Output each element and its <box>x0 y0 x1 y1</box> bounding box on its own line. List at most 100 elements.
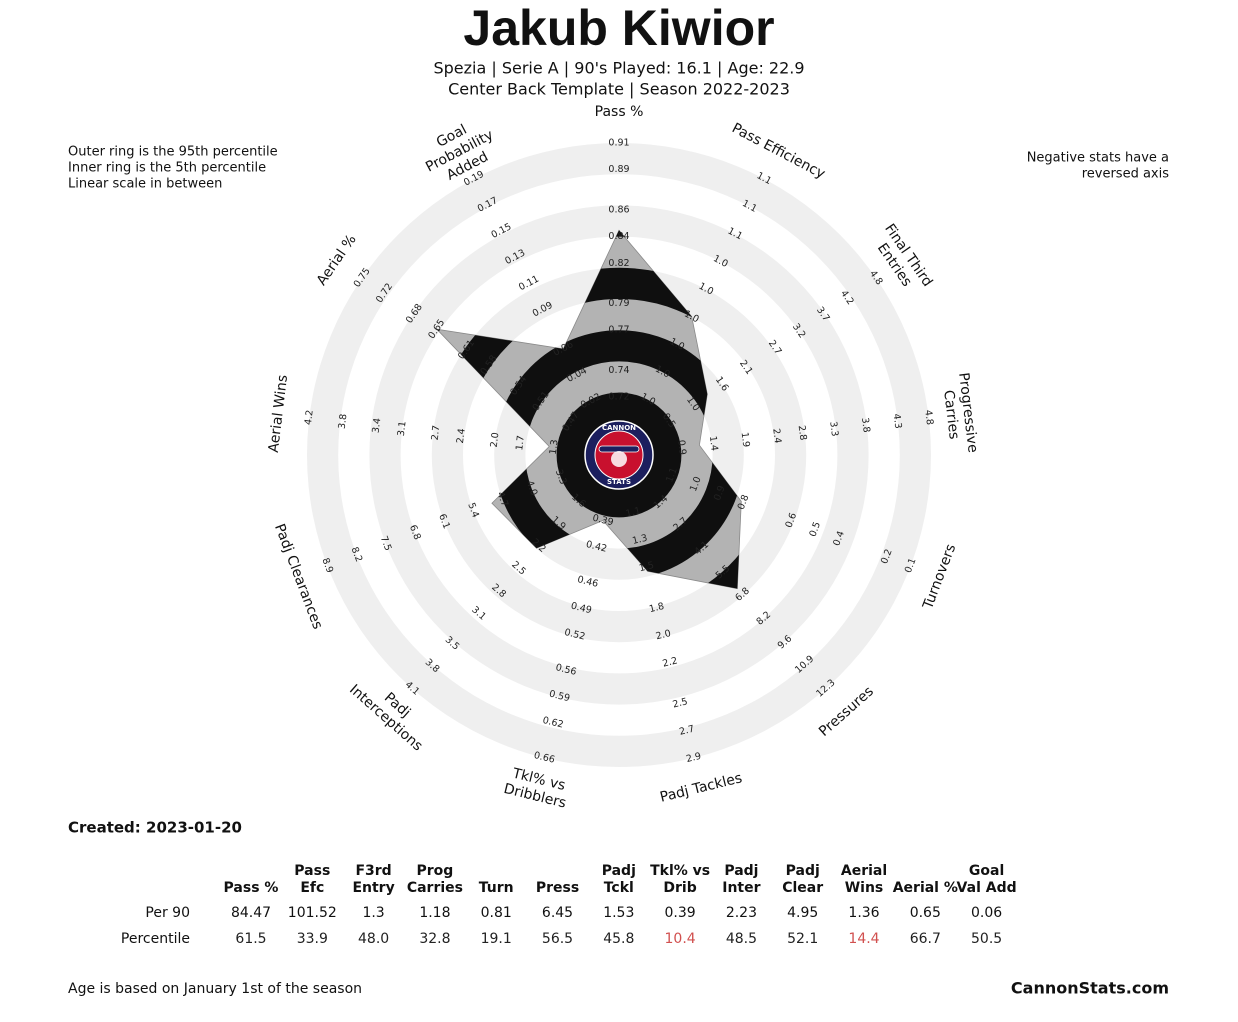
cell: 50.5 <box>971 931 1002 947</box>
tick-label: 4.7 <box>494 490 510 508</box>
axis-label: Padj Clearances <box>271 522 325 632</box>
column-header: Entry <box>352 880 394 896</box>
column-header: Clear <box>782 880 823 896</box>
tick-label: 6.8 <box>407 523 423 541</box>
radar-band <box>556 392 682 518</box>
axis-label: Carries <box>940 389 962 440</box>
title: Jakub Kiwior <box>463 0 774 56</box>
logo <box>611 451 627 467</box>
column-header: Tckl <box>604 880 634 896</box>
note: Outer ring is the 95th percentile <box>68 145 278 160</box>
row-label: Per 90 <box>145 905 190 921</box>
footer: CannonStats.com <box>1011 979 1169 998</box>
cell: 1.18 <box>419 905 450 921</box>
cell: 33.9 <box>297 931 328 947</box>
tick-label: 5.4 <box>465 501 481 519</box>
column-header: Carries <box>407 880 463 896</box>
cell: 45.8 <box>603 931 634 947</box>
axis-label: Turnovers <box>920 542 960 612</box>
tick-label: 0.49 <box>570 601 593 617</box>
tick-label: 3.1 <box>396 421 409 437</box>
cell: 10.4 <box>665 931 696 947</box>
logo-text: CANNON <box>602 424 636 432</box>
axis-label: Pass % <box>595 104 644 120</box>
cell: 0.39 <box>665 905 696 921</box>
column-header: Turn <box>479 880 514 896</box>
tick-label: 0.72 <box>608 392 629 403</box>
tick-label: 2.9 <box>685 751 702 765</box>
tick-label: 0.9 <box>712 484 728 502</box>
cell: 52.1 <box>787 931 818 947</box>
tick-label: 1.1 <box>664 466 680 484</box>
column-header: Drib <box>663 880 696 896</box>
tick-label: 3.8 <box>337 413 350 429</box>
cell: 6.45 <box>542 905 573 921</box>
subtitle: Center Back Template | Season 2022-2023 <box>448 80 790 99</box>
tick-label: 2.2 <box>661 655 678 669</box>
cell: 56.5 <box>542 931 573 947</box>
tick-label: 2.8 <box>796 425 809 441</box>
column-header: Padj <box>602 863 636 879</box>
subtitle: Spezia | Serie A | 90's Played: 16.1 | A… <box>433 59 804 78</box>
tick-label: 4.0 <box>524 479 540 497</box>
tick-label: 4.3 <box>891 413 904 429</box>
column-header: Wins <box>845 880 884 896</box>
tick-label: 2.0 <box>655 628 672 642</box>
note: Linear scale in between <box>68 177 222 192</box>
tick-label: 1.3 <box>548 439 561 455</box>
logo-text: STATS <box>607 478 631 486</box>
tick-label: 1.1 <box>625 505 642 519</box>
column-header: Pass <box>294 863 330 879</box>
tick-label: 0.79 <box>608 298 629 309</box>
column-header: Aerial <box>841 863 887 879</box>
cell: 4.95 <box>787 905 818 921</box>
tick-label: 0.74 <box>608 365 629 376</box>
cell: 0.81 <box>481 905 512 921</box>
tick-label: 4.2 <box>303 409 316 425</box>
column-header: Pass % <box>224 880 279 896</box>
cell: 66.7 <box>910 931 941 947</box>
column-header: Prog <box>416 863 453 879</box>
column-header: Padj <box>724 863 758 879</box>
note: Inner ring is the 5th percentile <box>68 161 266 176</box>
cell: 2.23 <box>726 905 757 921</box>
tick-label: 3.4 <box>371 417 384 433</box>
tick-label: 1.9 <box>739 432 752 448</box>
tick-label: 0.52 <box>563 627 586 643</box>
cell: 0.06 <box>971 905 1002 921</box>
column-header: F3rd <box>355 863 391 879</box>
tick-label: 0.62 <box>541 715 564 731</box>
tick-label: 0.82 <box>608 258 629 269</box>
radar: 0.72 0.74 0.77 0.79 0.82 0.84 0.86 0.89 0.91 Pass… <box>266 104 981 812</box>
tick-label: 0.1 <box>903 557 919 575</box>
tick-label: 2.7 <box>430 425 443 441</box>
tick-label: 0.66 <box>533 750 556 766</box>
tick-label: 3.8 <box>859 417 872 433</box>
tick-label: 0.42 <box>585 539 608 555</box>
note: Negative stats have a <box>1027 151 1169 166</box>
column-header: Val Add <box>957 880 1017 896</box>
tick-label: 0.2 <box>879 548 895 566</box>
cell: 1.3 <box>362 905 384 921</box>
tick-label: 8.2 <box>349 546 365 564</box>
cell: 1.53 <box>603 905 634 921</box>
tick-label: 7.5 <box>378 534 394 552</box>
cell: 84.47 <box>231 905 271 921</box>
tick-label: 0.4 <box>831 529 847 547</box>
cell: 48.5 <box>726 931 757 947</box>
cell: 19.1 <box>481 931 512 947</box>
column-header: Padj <box>786 863 820 879</box>
tick-label: 6.1 <box>436 512 452 530</box>
tick-label: 0.5 <box>807 520 823 538</box>
axis-label: Padj Tackles <box>658 770 743 806</box>
tick-label: 1.8 <box>648 601 665 615</box>
tick-label: 2.7 <box>678 724 695 738</box>
cell: 101.52 <box>288 905 337 921</box>
tick-label: 2.4 <box>770 428 783 444</box>
column-header: Inter <box>722 880 760 896</box>
tick-label: 0.8 <box>736 493 752 511</box>
tick-label: 0.46 <box>576 574 599 590</box>
tick-label: 3.3 <box>827 421 840 437</box>
